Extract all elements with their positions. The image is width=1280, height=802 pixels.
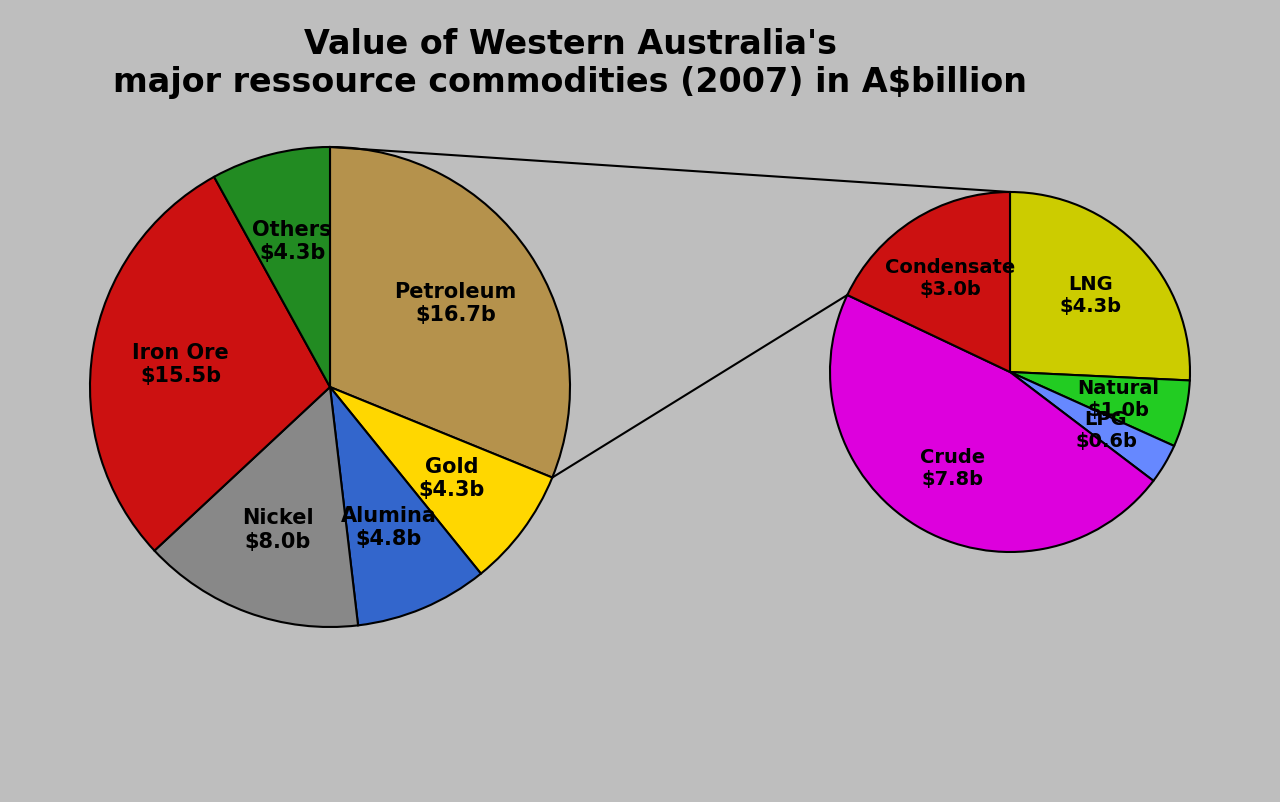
Wedge shape [829, 296, 1153, 553]
Text: Natural
$1.0b: Natural $1.0b [1078, 378, 1160, 419]
Text: Alumina
$4.8b: Alumina $4.8b [340, 505, 436, 549]
Text: LNG
$4.3b: LNG $4.3b [1060, 275, 1121, 316]
Text: Gold
$4.3b: Gold $4.3b [419, 456, 485, 499]
Wedge shape [330, 387, 481, 626]
Wedge shape [847, 192, 1010, 373]
Text: Crude
$7.8b: Crude $7.8b [919, 448, 984, 488]
Wedge shape [1010, 373, 1190, 447]
Text: Iron Ore
$15.5b: Iron Ore $15.5b [132, 342, 229, 385]
Text: Value of Western Australia's
major ressource commodities (2007) in A$billion: Value of Western Australia's major resso… [113, 28, 1027, 99]
Text: Nickel
$8.0b: Nickel $8.0b [242, 508, 314, 551]
Wedge shape [1010, 373, 1174, 481]
Wedge shape [330, 387, 552, 574]
Wedge shape [214, 148, 330, 387]
Wedge shape [155, 387, 358, 627]
Wedge shape [1010, 192, 1190, 381]
Text: Others
$4.3b: Others $4.3b [252, 220, 332, 263]
Wedge shape [90, 177, 330, 551]
Text: LPG
$0.6b: LPG $0.6b [1075, 409, 1137, 450]
Wedge shape [330, 148, 570, 478]
Text: Petroleum
$16.7b: Petroleum $16.7b [394, 282, 517, 325]
Text: Condensate
$3.0b: Condensate $3.0b [886, 258, 1015, 299]
